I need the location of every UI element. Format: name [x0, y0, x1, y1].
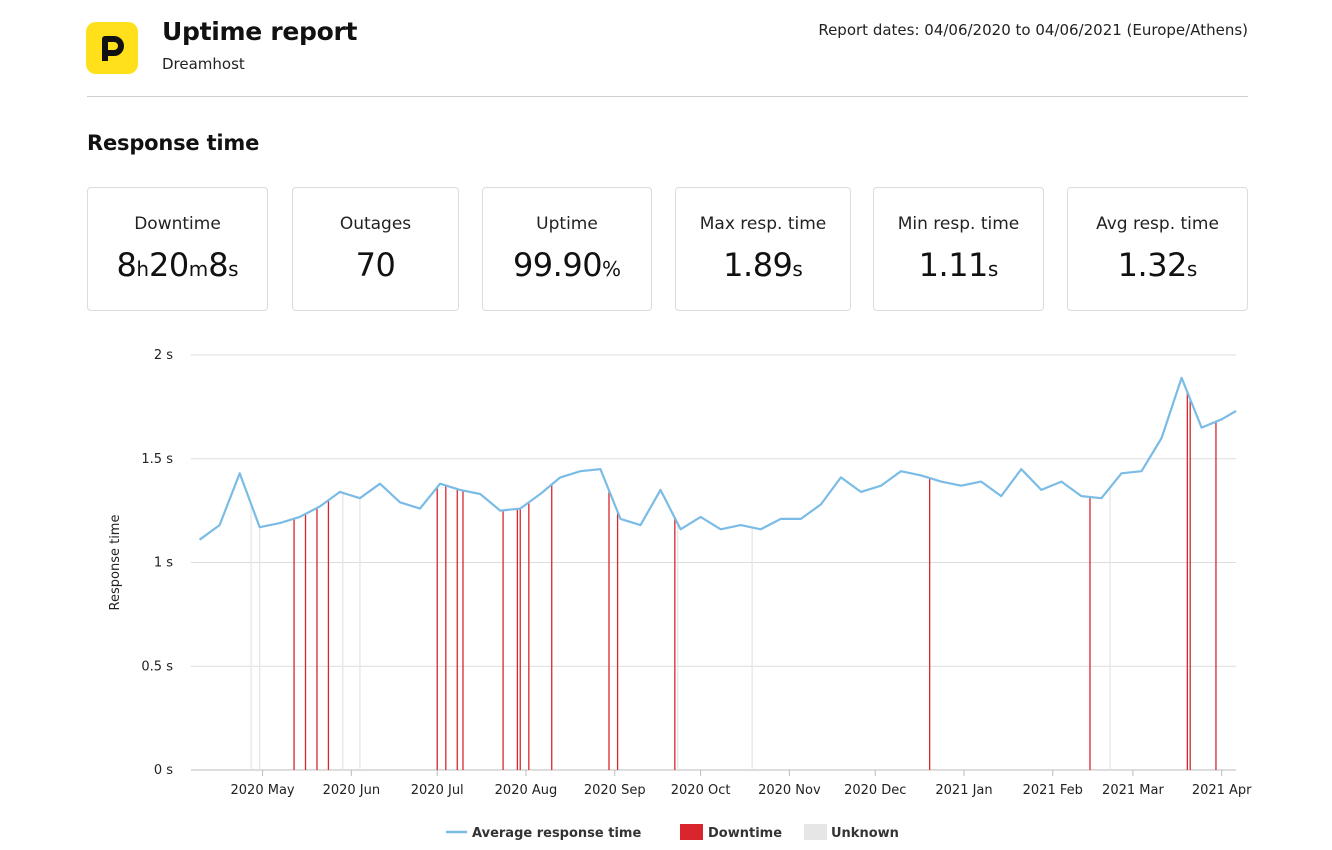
- header-divider: [87, 96, 1248, 97]
- stat-value: 1.89s: [723, 246, 803, 284]
- stat-card-uptime: Uptime 99.90%: [482, 187, 652, 311]
- stat-label: Outages: [339, 214, 412, 234]
- stat-value: 8h20m8s: [116, 246, 239, 284]
- x-tick-label: 2020 Aug: [495, 783, 558, 798]
- y-axis-title: Response time: [108, 515, 123, 611]
- monitor-name: Dreamhost: [162, 55, 245, 73]
- y-tick-label: 1.5 s: [141, 452, 173, 467]
- stat-label: Downtime: [134, 214, 221, 234]
- x-tick-label: 2020 Sep: [584, 783, 646, 798]
- legend-swatch-downtime: [680, 824, 703, 840]
- stat-card-outages: Outages 70: [292, 187, 459, 311]
- x-tick-label: 2021 Jan: [935, 783, 992, 798]
- report-dates: Report dates: 04/06/2020 to 04/06/2021 (…: [818, 21, 1248, 39]
- y-tick-label: 0 s: [154, 763, 173, 778]
- legend-label-unknown: Unknown: [831, 826, 899, 841]
- y-tick-label: 0.5 s: [141, 659, 173, 674]
- stat-label: Max resp. time: [699, 214, 827, 234]
- stat-card-downtime: Downtime 8h20m8s: [87, 187, 268, 311]
- x-tick-label: 2020 Jun: [323, 783, 381, 798]
- stat-card-max-resp: Max resp. time 1.89s: [675, 187, 851, 311]
- stat-card-avg-resp: Avg resp. time 1.32s: [1067, 187, 1248, 311]
- x-tick-label: 2020 Jul: [411, 783, 464, 798]
- logo: [86, 22, 138, 74]
- stat-label: Uptime: [536, 214, 598, 234]
- page-title: Uptime report: [162, 17, 358, 46]
- x-tick-label: 2021 Apr: [1192, 783, 1252, 798]
- response-time-line: [198, 376, 1237, 541]
- y-tick-label: 1 s: [154, 556, 173, 571]
- logo-p-icon: [102, 36, 124, 61]
- x-tick-label: 2021 Mar: [1102, 783, 1164, 798]
- stat-value: 1.11s: [918, 246, 999, 284]
- x-tick-label: 2020 Dec: [844, 783, 906, 798]
- stat-value: 99.90%: [512, 246, 622, 284]
- x-tick-label: 2020 Oct: [671, 783, 731, 798]
- y-tick-label: 2 s: [154, 348, 173, 363]
- x-tick-label: 2020 Nov: [758, 783, 821, 798]
- stat-card-min-resp: Min resp. time 1.11s: [873, 187, 1044, 311]
- legend-label-downtime: Downtime: [708, 826, 782, 841]
- legend-swatch-unknown: [804, 824, 827, 840]
- stat-value: 1.32s: [1117, 246, 1198, 284]
- section-title: Response time: [87, 131, 260, 155]
- legend-label-average: Average response time: [472, 826, 641, 841]
- stat-label: Min resp. time: [897, 214, 1020, 234]
- stat-value: 70: [355, 246, 396, 284]
- stat-label: Avg resp. time: [1096, 214, 1219, 234]
- x-tick-label: 2020 May: [231, 783, 295, 798]
- x-tick-label: 2021 Feb: [1023, 783, 1083, 798]
